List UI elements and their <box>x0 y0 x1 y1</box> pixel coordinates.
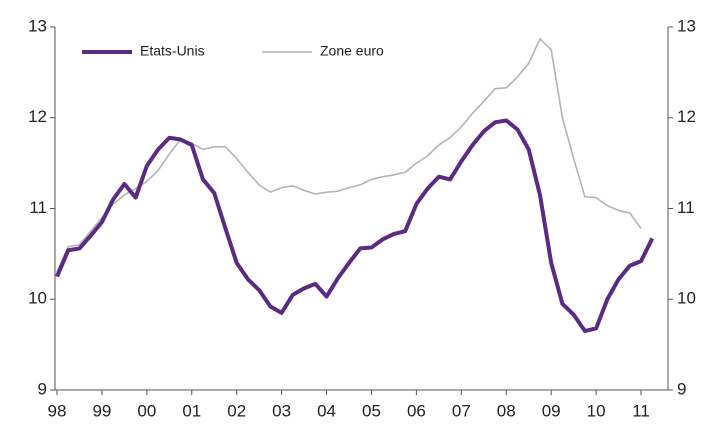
y2-tick-label: 13 <box>677 16 696 35</box>
legend-label: Zone euro <box>320 43 384 59</box>
y2-tick-label: 12 <box>677 107 696 126</box>
y2-tick-label: 9 <box>677 379 686 398</box>
x-tick-label: 04 <box>317 401 336 420</box>
x-tick-label: 10 <box>587 401 606 420</box>
y-tick-label: 12 <box>28 107 47 126</box>
legend-label: Etats-Unis <box>140 43 205 59</box>
series-line <box>55 118 655 334</box>
x-tick-label: 07 <box>452 401 471 420</box>
y-tick-label: 11 <box>29 198 47 217</box>
x-tick-label: 99 <box>92 401 111 420</box>
x-tick-label: 08 <box>497 401 516 420</box>
y-tick-label: 9 <box>38 379 47 398</box>
series-line <box>56 37 642 273</box>
x-tick-label: 03 <box>272 401 291 420</box>
y-tick-label: 10 <box>28 289 47 308</box>
x-tick-label: 00 <box>137 401 156 420</box>
x-tick-label: 05 <box>362 401 381 420</box>
x-tick-label: 02 <box>227 401 246 420</box>
y2-tick-label: 11 <box>677 198 695 217</box>
x-tick-label: 98 <box>48 401 67 420</box>
x-tick-label: 11 <box>632 401 650 420</box>
x-tick-label: 06 <box>407 401 426 420</box>
y-tick-label: 13 <box>28 16 47 35</box>
y2-tick-label: 10 <box>677 289 696 308</box>
x-tick-label: 09 <box>542 401 561 420</box>
x-tick-label: 01 <box>182 401 201 420</box>
